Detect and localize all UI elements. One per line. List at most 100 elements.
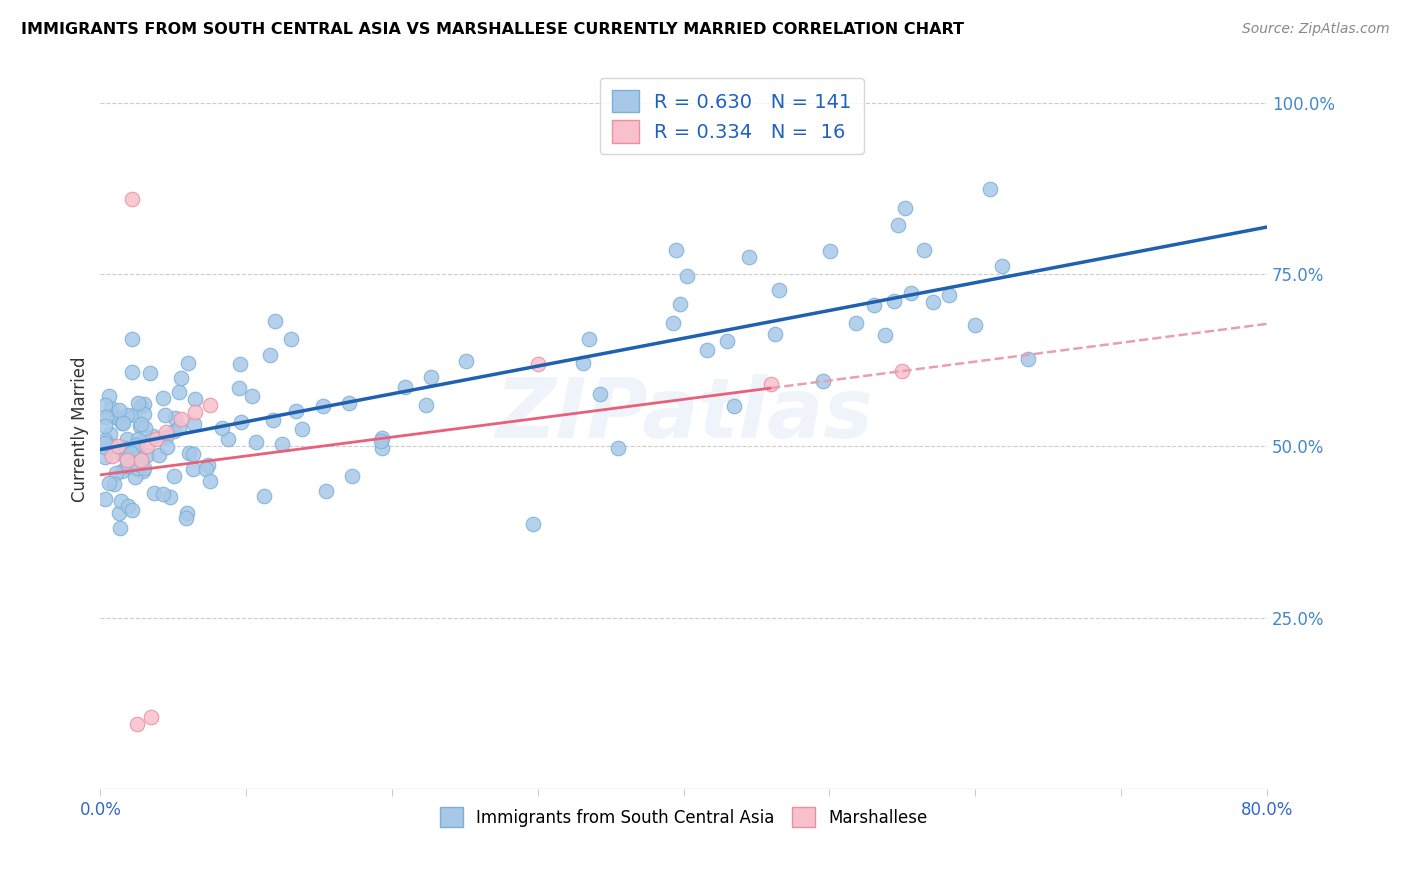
Point [198,398,221,412]
Point [115,408,138,422]
Point [101,439,124,453]
Point [259,348,281,362]
Point [763,326,786,341]
Point [312,400,335,414]
Point [111,464,134,478]
Point [159,491,181,505]
Point [177,446,200,460]
Point [768,283,790,297]
Point [132,464,155,478]
Point [93,419,115,434]
Point [111,417,134,431]
Point [845,316,868,330]
Point [818,244,841,258]
Point [184,392,207,406]
Point [127,432,149,446]
Point [228,380,250,394]
Point [114,459,136,474]
Point [456,354,478,368]
Point [183,417,205,432]
Point [120,446,142,460]
Point [127,435,149,450]
Point [136,439,159,453]
Point [155,425,177,440]
Point [200,474,222,488]
Point [108,412,131,426]
Point [94,440,117,454]
Point [696,343,718,357]
Point [93,450,115,464]
Point [665,244,688,258]
Point [165,411,187,425]
Point [211,421,233,435]
Point [97,408,120,422]
Point [125,717,148,731]
Point [170,370,193,384]
Point [125,456,148,470]
Point [107,439,129,453]
Point [370,434,392,448]
Point [181,447,204,461]
Point [108,521,131,535]
Point [104,409,127,424]
Point [122,408,145,422]
Point [184,405,207,419]
Point [759,377,782,392]
Point [117,432,139,446]
Point [891,363,914,377]
Point [229,415,252,429]
Point [121,365,143,379]
Point [394,380,416,394]
Point [965,318,987,333]
Point [127,396,149,410]
Point [104,467,127,481]
Point [128,449,150,463]
Point [245,435,267,450]
Point [98,426,121,441]
Point [262,413,284,427]
Point [240,389,263,403]
Point [142,485,165,500]
Point [723,399,745,413]
Point [167,420,190,434]
Point [163,468,186,483]
Point [134,421,156,435]
Point [527,357,550,371]
Point [114,441,136,455]
Point [148,448,170,462]
Point [155,430,177,444]
Point [676,268,699,283]
Point [169,384,191,399]
Point [315,483,337,498]
Point [121,192,143,206]
Point [103,477,125,491]
Point [716,334,738,348]
Point [979,181,1001,195]
Point [93,434,115,448]
Point [132,397,155,411]
Point [117,458,139,473]
Point [117,500,139,514]
Point [93,492,115,507]
Point [811,374,834,388]
Point [662,316,685,330]
Point [264,314,287,328]
Point [176,506,198,520]
Point [990,259,1012,273]
Point [97,389,120,403]
Point [284,404,307,418]
Point [862,298,884,312]
Point [124,470,146,484]
Point [115,452,138,467]
Point [163,425,186,439]
Point [337,395,360,409]
Point [127,460,149,475]
Point [125,450,148,464]
Point [129,399,152,413]
Point [938,288,960,302]
Text: ZIPatlas: ZIPatlas [495,374,873,455]
Point [900,285,922,300]
Point [110,494,132,508]
Point [174,511,197,525]
Point [197,458,219,473]
